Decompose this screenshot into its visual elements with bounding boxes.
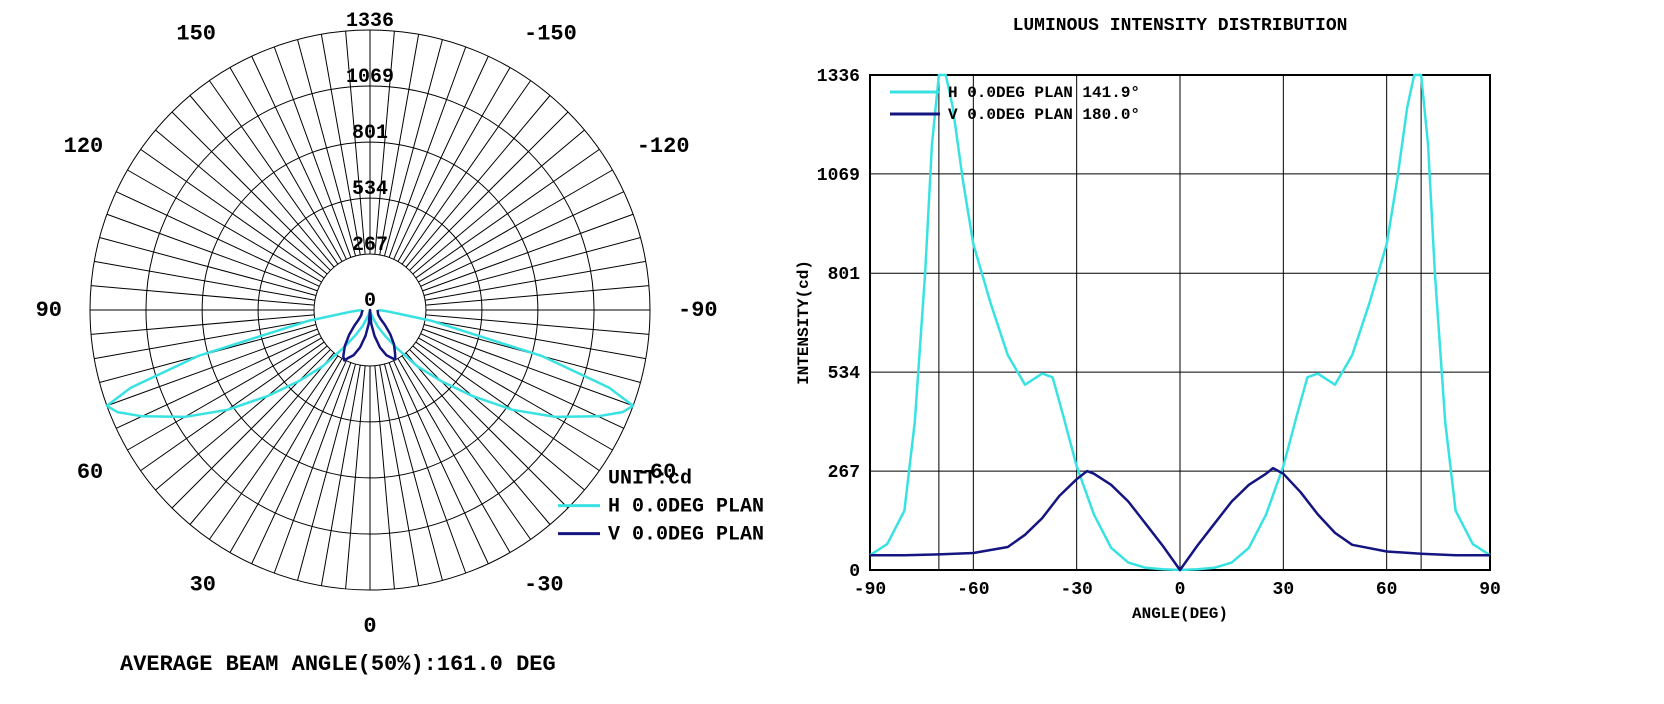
polar-spoke: [425, 261, 646, 300]
polar-spoke: [394, 361, 489, 564]
polar-spoke: [100, 238, 316, 296]
polar-angle-label: 150: [176, 21, 216, 46]
xtick-label: -60: [957, 580, 989, 600]
polar-spoke: [252, 361, 347, 564]
ytick-label: 801: [828, 265, 861, 285]
y-axis-label: INTENSITY(cd): [795, 260, 813, 385]
xtick-label: 60: [1376, 580, 1398, 600]
polar-footer: AVERAGE BEAM ANGLE(50%):161.0 DEG: [120, 652, 556, 677]
ytick-label: 1069: [817, 166, 860, 186]
polar-angle-label: 90: [36, 298, 62, 323]
polar-spoke: [190, 96, 334, 268]
xtick-label: 30: [1273, 580, 1295, 600]
ytick-label: 534: [828, 364, 861, 384]
polar-spoke: [128, 338, 322, 450]
polar-spoke: [156, 130, 328, 274]
xtick-label: 90: [1479, 580, 1501, 600]
xtick-label: -90: [854, 580, 886, 600]
legend-label: V 0.0DEG PLAN 180: [608, 524, 770, 547]
polar-angle-label: 60: [77, 460, 103, 485]
polar-spoke: [418, 338, 612, 450]
polar-spoke: [398, 68, 510, 262]
polar-spoke: [421, 192, 624, 287]
polar-spoke: [413, 130, 585, 274]
polar-spoke: [116, 192, 319, 287]
polar-angle-label: 120: [64, 134, 104, 159]
polar-spoke: [190, 353, 334, 525]
ytick-label: 1336: [817, 67, 860, 87]
polar-spoke: [424, 238, 640, 296]
polar-spoke: [321, 365, 360, 586]
polar-angle-label: -90: [678, 298, 718, 323]
ytick-label: 0: [849, 562, 860, 582]
polar-unit-label: UNIT:cd: [608, 468, 692, 491]
polar-spoke: [418, 170, 612, 282]
cartesian-title: LUMINOUS INTENSITY DISTRIBUTION: [1013, 16, 1348, 36]
xtick-label: 0: [1175, 580, 1186, 600]
legend-label: V 0.0DEG PLAN 180.0°: [948, 106, 1140, 124]
polar-ring-label: 267: [352, 234, 388, 257]
polar-spoke: [394, 56, 489, 259]
legend-label: H 0.0DEG PLAN 141: [608, 496, 770, 519]
polar-angle-label: -150: [524, 21, 577, 46]
polar-angle-label: -30: [524, 573, 564, 598]
polar-ring-label: 1336: [346, 10, 394, 33]
polar-ring-label: 1069: [346, 66, 394, 89]
x-axis-label: ANGLE(DEG): [1132, 605, 1228, 623]
polar-series-v: [343, 310, 395, 360]
polar-spoke: [94, 261, 315, 300]
polar-spoke: [406, 353, 550, 525]
polar-angle-label: 30: [190, 573, 216, 598]
polar-chart: 026753480110691336-150150-120120-9090-60…: [0, 0, 770, 704]
polar-angle-label: 0: [363, 614, 376, 639]
polar-spoke: [384, 364, 442, 580]
cartesian-chart: LUMINOUS INTENSITY DISTRIBUTION -90 -60 -30…: [770, 0, 1664, 704]
ytick-label: 267: [828, 463, 860, 483]
legend-label: H 0.0DEG PLAN 141.9°: [948, 84, 1140, 102]
xtick-label: -30: [1060, 580, 1092, 600]
polar-spoke: [128, 170, 322, 282]
polar-ring-label: 801: [352, 122, 388, 145]
polar-chart-panel: 026753480110691336-150150-120120-9090-60…: [0, 0, 770, 704]
polar-spoke: [380, 365, 419, 586]
polar-spoke: [298, 364, 356, 580]
cartesian-chart-panel: LUMINOUS INTENSITY DISTRIBUTION -90 -60 -30…: [770, 0, 1664, 704]
polar-spoke: [406, 96, 550, 268]
polar-spoke: [230, 68, 342, 262]
polar-spoke: [252, 56, 347, 259]
polar-angle-label: -120: [637, 134, 690, 159]
polar-ring-label: 534: [352, 178, 388, 201]
